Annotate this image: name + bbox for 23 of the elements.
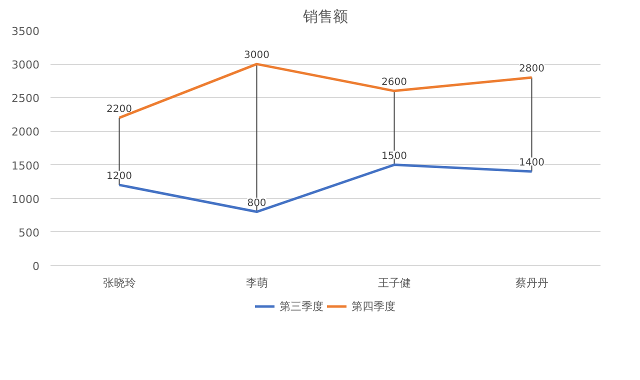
data-label: 1400 — [519, 158, 544, 168]
y-tick-label: 1000 — [12, 192, 40, 206]
data-label: 1200 — [106, 170, 132, 182]
data-label: 2200 — [106, 104, 132, 115]
data-label: 800 — [247, 198, 266, 209]
y-tick-label: 2000 — [12, 126, 40, 139]
x-tick-label: 李萌 — [246, 276, 268, 290]
data-label: 2600 — [382, 76, 407, 88]
y-tick-label: 0 — [32, 260, 40, 273]
y-tick-label: 3500 — [12, 25, 40, 38]
data-label: 3000 — [244, 50, 270, 62]
y-tick-label: 500 — [18, 226, 40, 240]
legend-label: 第四季度 — [352, 298, 396, 314]
chart-title: 销售额 — [302, 8, 348, 26]
y-tick-label: 3000 — [12, 58, 40, 72]
x-tick-label: 王子健 — [378, 276, 411, 290]
data-label: 2800 — [519, 64, 544, 74]
data-label: 1500 — [382, 150, 407, 162]
x-tick-label: 蔡丹丹 — [515, 276, 548, 290]
legend-label: 第三季度 — [280, 298, 324, 314]
y-tick-label: 2500 — [12, 92, 40, 106]
y-tick-label: 1500 — [12, 159, 40, 172]
x-tick-label: 张晓玲 — [102, 276, 136, 290]
